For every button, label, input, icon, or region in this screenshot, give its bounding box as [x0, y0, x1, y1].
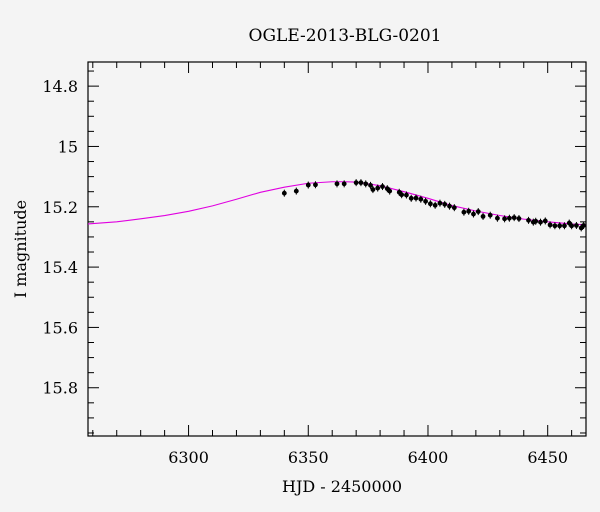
- data-point: [404, 192, 409, 198]
- data-point: [408, 195, 414, 201]
- data-point: [293, 188, 299, 194]
- x-tick-label: 6450: [527, 448, 568, 467]
- data-point: [427, 201, 433, 207]
- data-point: [375, 185, 381, 191]
- data-point: [447, 203, 452, 209]
- data-point: [466, 208, 472, 214]
- data-point: [413, 195, 419, 201]
- data-point: [363, 181, 369, 187]
- y-tick-label: 15.6: [42, 318, 78, 337]
- data-point: [516, 216, 522, 221]
- data-point: [437, 200, 443, 206]
- data-point: [353, 180, 359, 186]
- data-point: [387, 188, 393, 194]
- y-tick-label: 15.8: [42, 379, 78, 398]
- y-axis-label: I magnitude: [11, 200, 30, 298]
- data-point: [281, 190, 287, 196]
- data-point: [526, 217, 531, 223]
- data-point: [506, 215, 512, 221]
- x-axis-label: HJD - 2450000: [282, 477, 402, 496]
- data-point: [368, 182, 373, 188]
- data-point: [380, 184, 385, 189]
- data-point: [533, 218, 539, 224]
- data-point: [552, 223, 558, 229]
- data-point: [471, 211, 476, 217]
- data-point: [547, 222, 553, 228]
- data-point: [418, 196, 424, 202]
- data-point: [461, 209, 467, 215]
- data-point: [495, 215, 500, 221]
- y-tick-label: 14.8: [42, 77, 78, 96]
- data-point: [370, 187, 376, 192]
- chart-title: OGLE-2013-BLG-0201: [249, 26, 442, 46]
- data-point: [341, 181, 347, 187]
- data-point: [313, 182, 318, 188]
- y-tick-label: 15.4: [42, 258, 78, 277]
- data-point: [542, 218, 548, 224]
- plot-frame: [87, 61, 587, 437]
- data-point: [581, 223, 587, 228]
- data-point: [487, 212, 493, 218]
- data-point: [511, 215, 517, 221]
- x-tick-label: 6350: [288, 448, 329, 467]
- data-point: [334, 181, 340, 187]
- data-point: [569, 223, 575, 229]
- data-point: [442, 201, 448, 207]
- data-point: [502, 216, 507, 222]
- data-point: [399, 192, 405, 198]
- data-point: [480, 214, 486, 219]
- data-point: [475, 209, 481, 215]
- axis-ticks: [88, 62, 586, 436]
- plot-area: [87, 179, 587, 232]
- data-point: [358, 180, 364, 186]
- y-tick-label: 15: [58, 137, 78, 156]
- data-point: [305, 182, 311, 188]
- data-point: [423, 198, 428, 204]
- x-tick-labels: 6300 6350 6400 6450: [168, 448, 568, 467]
- data-point: [432, 202, 438, 208]
- x-tick-label: 6400: [408, 448, 449, 467]
- data-point: [538, 219, 543, 225]
- data-point: [557, 223, 563, 229]
- x-tick-label: 6300: [168, 448, 209, 467]
- data-point: [562, 223, 567, 229]
- data-point: [451, 205, 457, 211]
- y-tick-label: 15.2: [42, 198, 78, 217]
- y-tick-labels: 14.8 15 15.2 15.4 15.6 15.8: [42, 77, 78, 398]
- data-point: [574, 223, 579, 228]
